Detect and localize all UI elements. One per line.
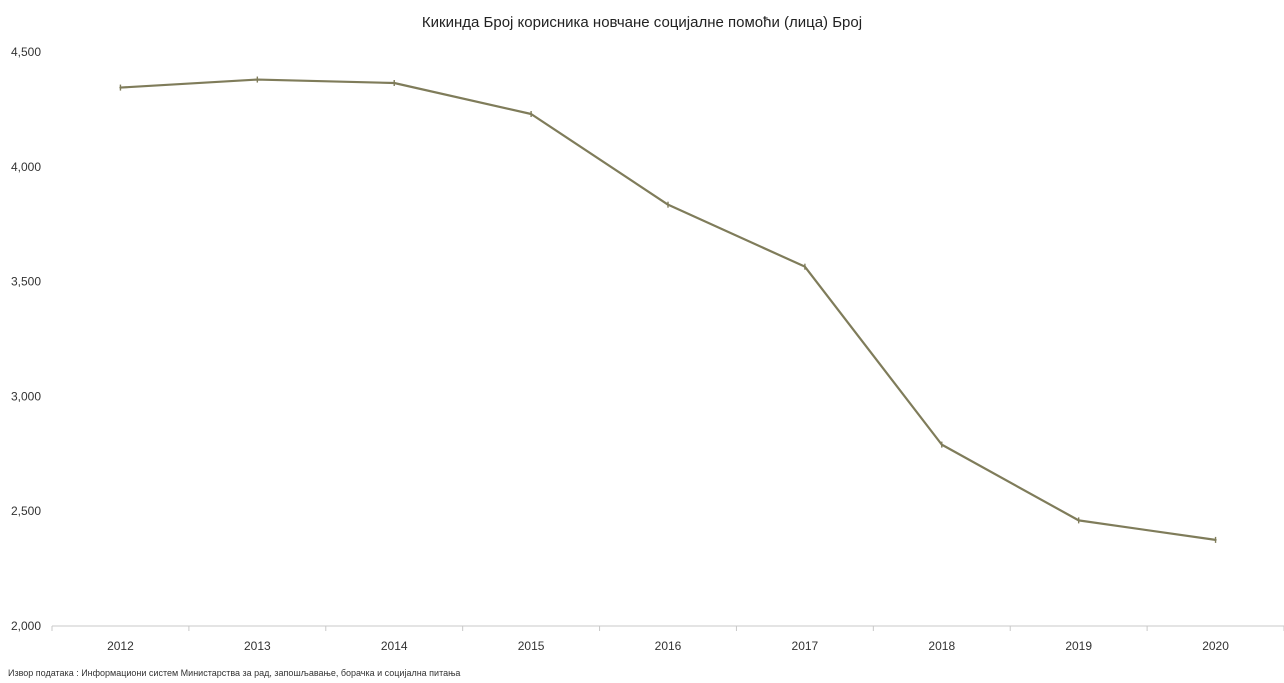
x-tick-label: 2018 — [928, 639, 955, 653]
y-tick-label: 2,000 — [11, 619, 41, 633]
x-tick-label: 2012 — [107, 639, 134, 653]
y-tick-label: 3,000 — [11, 389, 41, 403]
x-tick-label: 2015 — [518, 639, 545, 653]
x-axis: 2012 2013 2014 2015 2016 2017 2018 2019 2020 — [51, 625, 1284, 653]
y-tick-label: 3,500 — [11, 275, 41, 289]
chart-title: Кикинда Број корисника новчане социјалне… — [421, 14, 863, 31]
y-tick-label: 4,500 — [11, 45, 41, 59]
series-group — [119, 76, 1217, 543]
x-tick-label: 2013 — [244, 639, 271, 653]
y-tick-label: 4,000 — [11, 160, 41, 174]
y-axis: 2,000 2,500 3,000 3,500 4,000 4,500 — [11, 45, 41, 633]
x-tick-label: 2020 — [1202, 639, 1229, 653]
y-tick-label: 2,500 — [11, 504, 41, 518]
series-line — [119, 78, 1217, 542]
x-tick-label: 2017 — [792, 639, 819, 653]
source-note: Извор података : Информациони систем Мин… — [8, 668, 461, 678]
x-tick-label: 2016 — [655, 639, 682, 653]
x-tick-label: 2014 — [381, 639, 408, 653]
x-tick-label: 2019 — [1065, 639, 1092, 653]
